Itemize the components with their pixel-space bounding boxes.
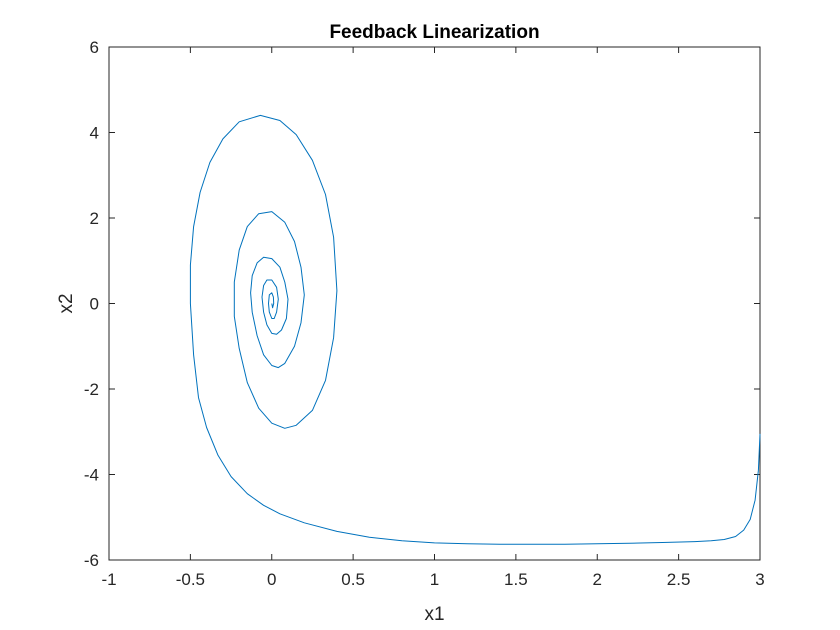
y-tick-label: 0	[90, 295, 99, 314]
x-tick-label: 3	[755, 570, 764, 589]
axes-box	[108, 46, 761, 561]
x-tick-label: 1	[430, 570, 439, 589]
x-tick-label: 0.5	[341, 570, 365, 589]
y-tick-label: -6	[84, 551, 99, 570]
series-layer	[189, 114, 761, 545]
trajectory-line	[189, 114, 761, 545]
chart-title: Feedback Linearization	[329, 22, 539, 43]
y-tick-label: 4	[90, 124, 99, 143]
x-axis-ticks: -1 -0.5 0 0.5 1 1.5 2 2.5 3	[101, 47, 765, 589]
x-tick-label: 0	[267, 570, 276, 589]
x-tick-label: -1	[101, 570, 116, 589]
y-tick-label: 6	[90, 38, 99, 57]
x-tick-label: -0.5	[176, 570, 205, 589]
x-tick-label: 1.5	[504, 570, 528, 589]
y-axis-ticks: -6 -4 -2 0 2 4 6	[84, 38, 760, 570]
x-tick-label: 2.5	[667, 570, 691, 589]
x-tick-label: 2	[593, 570, 602, 589]
y-axis-label: x2	[56, 293, 77, 313]
y-tick-label: -2	[84, 380, 99, 399]
y-tick-label: -4	[84, 466, 99, 485]
x-axis-label: x1	[424, 604, 444, 625]
y-tick-label: 2	[90, 209, 99, 228]
plot-area: -1 -0.5 0 0.5 1 1.5 2 2.5 3 -6 -4 -2 0 2 4 6	[84, 38, 765, 589]
